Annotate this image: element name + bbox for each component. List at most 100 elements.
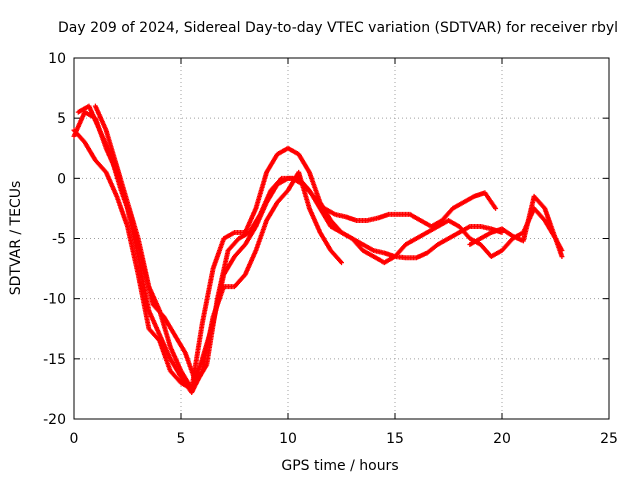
y-tick-label: 5 — [57, 111, 66, 127]
data-point — [424, 224, 439, 235]
grid-lines — [74, 58, 609, 419]
data-point — [482, 190, 498, 210]
data-point — [92, 103, 108, 132]
data-point — [428, 218, 444, 229]
data-point — [75, 104, 91, 115]
data-point — [381, 254, 397, 266]
data-point — [339, 260, 344, 266]
data-point — [157, 332, 173, 360]
y-tick-label: 10 — [48, 51, 66, 67]
data-point — [317, 229, 333, 252]
data-point — [135, 236, 152, 288]
data-point — [435, 218, 450, 229]
data-point — [499, 237, 515, 254]
data-point — [520, 195, 537, 244]
data-point — [232, 273, 247, 290]
series-track-3 — [75, 103, 499, 386]
x-tick-label: 25 — [600, 431, 618, 447]
data-point — [418, 217, 433, 229]
data-point — [392, 243, 408, 260]
data-point — [264, 201, 280, 223]
data-point — [296, 151, 312, 174]
data-point — [199, 267, 216, 326]
data-point — [125, 199, 141, 240]
data-point — [413, 230, 429, 241]
data-point — [232, 243, 247, 260]
y-tick-label: -10 — [43, 292, 66, 308]
x-tick-label: 5 — [177, 431, 186, 447]
data-point — [204, 297, 220, 368]
y-tick-label: -15 — [43, 352, 66, 368]
data-point — [306, 205, 322, 234]
data-point — [167, 344, 183, 372]
data-point — [135, 254, 152, 312]
data-point — [300, 181, 316, 198]
data-point — [328, 217, 344, 234]
data-point — [446, 217, 461, 229]
data-point — [146, 284, 162, 312]
y-tick-label: 0 — [57, 171, 66, 187]
axis-ticks: 0 5 10 15 20 25 -20 -15 -10 -5 0 5 10 — [43, 51, 618, 447]
data-point — [71, 127, 87, 144]
data-point — [349, 236, 365, 252]
data-point — [253, 219, 269, 254]
data-point — [531, 193, 547, 210]
data-point — [242, 249, 258, 278]
data-point — [193, 363, 209, 386]
chart-title: Day 209 of 2024, Sidereal Day-to-day VTE… — [58, 20, 618, 36]
data-point — [253, 171, 269, 211]
data-point — [456, 223, 472, 240]
data-point — [146, 326, 162, 343]
data-point — [439, 207, 455, 223]
y-tick-label: -5 — [52, 232, 66, 248]
data-point — [103, 169, 119, 198]
data-point — [360, 248, 375, 259]
data-point — [478, 230, 493, 241]
data-point — [407, 211, 422, 223]
data-point — [317, 199, 333, 222]
data-point — [189, 321, 205, 392]
data-point — [125, 223, 141, 276]
data-point — [339, 229, 354, 241]
data-point — [246, 213, 262, 235]
data-point — [478, 242, 493, 258]
data-point — [146, 308, 162, 336]
data-point — [157, 308, 173, 348]
x-tick-label: 10 — [279, 431, 297, 447]
data-point — [268, 176, 284, 193]
data-point — [542, 205, 558, 240]
data-point — [135, 272, 152, 330]
data-marks — [71, 103, 565, 396]
data-point — [86, 103, 102, 132]
data-point — [488, 248, 504, 260]
data-point — [274, 188, 290, 205]
data-point — [172, 332, 188, 355]
data-point — [559, 254, 565, 260]
data-point — [114, 193, 130, 228]
data-point — [242, 207, 258, 235]
data-point — [450, 200, 465, 211]
data-point — [371, 254, 386, 265]
data-point — [317, 205, 333, 228]
data-point — [403, 236, 418, 248]
data-point — [82, 139, 98, 162]
data-point — [493, 205, 499, 211]
data-point — [343, 214, 358, 223]
data-point — [446, 230, 461, 241]
data-point — [92, 157, 108, 174]
x-tick-label: 15 — [386, 431, 404, 447]
y-axis-title: SDTVAR / TECUs — [8, 181, 24, 296]
data-point — [157, 338, 173, 372]
data-point — [467, 236, 482, 248]
data-point — [375, 212, 390, 221]
data-point — [97, 127, 113, 156]
data-point — [264, 153, 280, 175]
data-point — [274, 146, 290, 157]
x-tick-label: 0 — [70, 431, 79, 447]
data-point — [221, 230, 236, 241]
data-point — [289, 175, 305, 187]
data-point — [499, 226, 515, 238]
data-point — [114, 163, 130, 204]
data-point — [214, 249, 231, 302]
